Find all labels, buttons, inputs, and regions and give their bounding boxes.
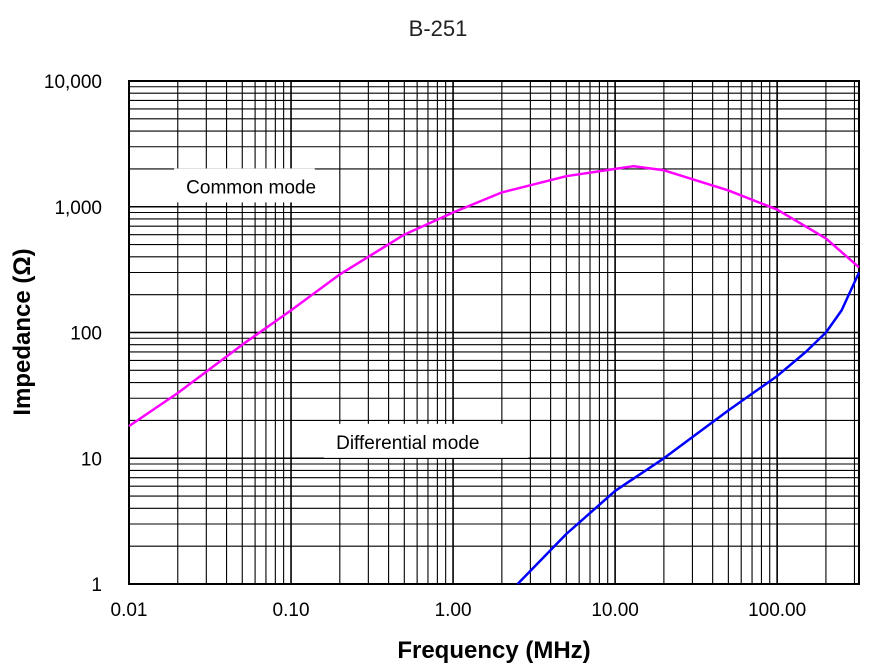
y-tick-label: 100 — [70, 324, 102, 345]
y-tick-label: 1 — [91, 575, 102, 596]
differential-mode-label: Differential mode — [336, 433, 479, 454]
common-mode-line — [128, 164, 860, 428]
common-mode-label-background — [174, 168, 315, 203]
grid — [128, 80, 859, 585]
y-tick-label: 10 — [81, 449, 102, 470]
differential-mode-label-background — [324, 423, 529, 458]
y-tick-label: 10,000 — [44, 72, 102, 93]
annotations: Common mode Differential mode — [174, 168, 529, 458]
x-tick-label: 0.10 — [273, 600, 310, 621]
y-tick-labels: 1 10 100 1,000 10,000 — [44, 72, 102, 596]
common-mode-label: Common mode — [186, 177, 316, 198]
chart-title: B-251 — [409, 16, 468, 41]
x-tick-labels: 0.01 0.10 1.00 10.00 100.00 — [111, 600, 807, 621]
differential-mode-line — [516, 271, 861, 585]
x-axis-label: Frequency (MHz) — [397, 637, 590, 664]
plot-frame — [128, 80, 860, 585]
y-axis-label: Impedance (Ω) — [9, 248, 36, 415]
x-tick-label: 1.00 — [435, 600, 472, 621]
x-tick-label: 0.01 — [111, 600, 148, 621]
series-lines — [128, 164, 861, 585]
x-tick-label: 10.00 — [591, 600, 639, 621]
x-tick-label: 100.00 — [748, 600, 806, 621]
y-tick-label: 1,000 — [54, 198, 102, 219]
